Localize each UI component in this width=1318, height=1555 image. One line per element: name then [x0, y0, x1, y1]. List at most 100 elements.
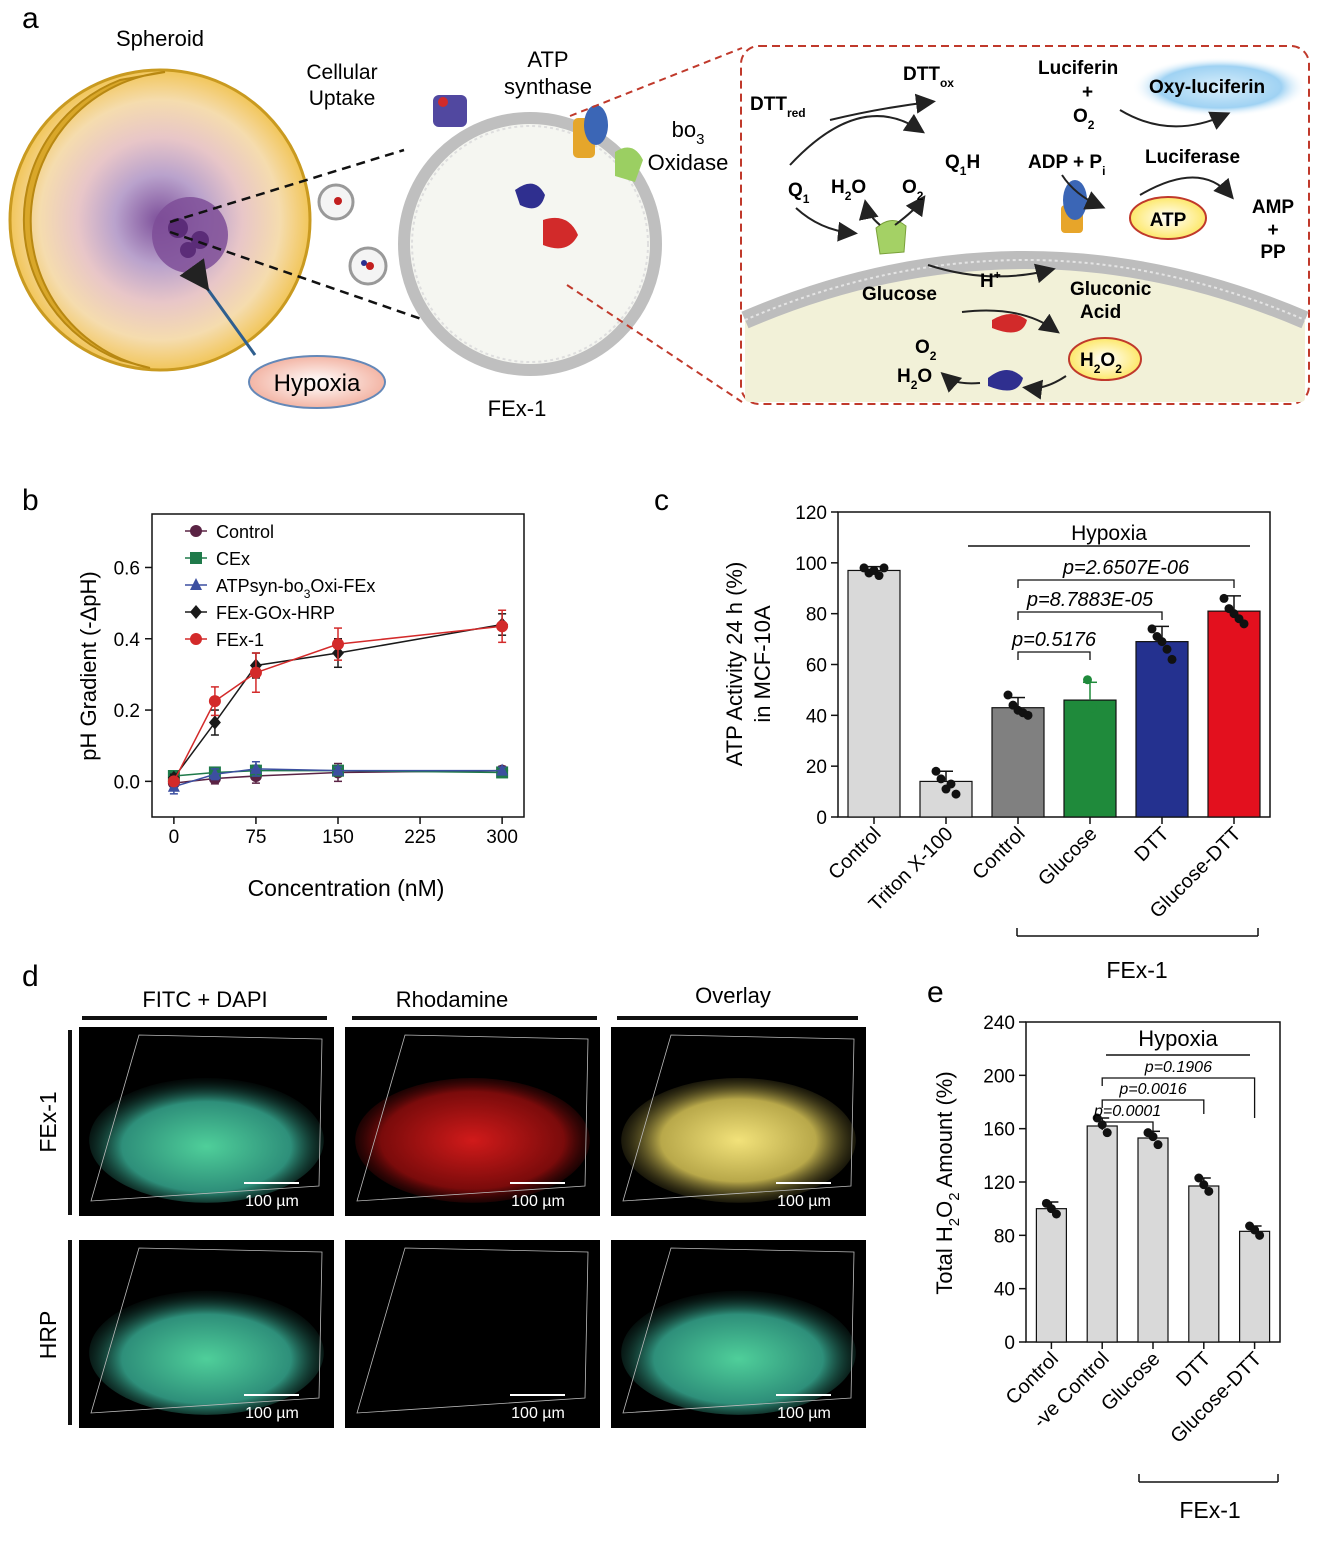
y-tick-label: 160 — [983, 1120, 1015, 1141]
data-point — [249, 761, 262, 774]
chart-c-group-label: FEx-1 — [1106, 957, 1167, 983]
atp-synthase-label-1: ATP — [527, 47, 568, 72]
bar — [847, 569, 901, 818]
col-header-fitc: FITC + DAPI — [142, 987, 267, 1012]
replicate-point — [1239, 619, 1249, 629]
data-point — [496, 620, 509, 633]
replicate-point — [1157, 637, 1167, 647]
replicate-point — [1204, 1186, 1214, 1196]
data-point — [332, 763, 344, 776]
scale-bar-label: 100 µm — [245, 1405, 299, 1422]
bar — [1238, 1230, 1271, 1343]
replicate-point — [936, 774, 946, 784]
data-point — [332, 638, 344, 651]
dtt-red-label: DTTred — [750, 94, 806, 120]
cell-mass — [621, 1290, 856, 1415]
significance-bracket — [1101, 1077, 1256, 1118]
p-value-label: p=8.7883E-05 — [1026, 589, 1154, 611]
bar — [1035, 1208, 1068, 1343]
h2o-lower-label: H2O — [897, 366, 932, 392]
chart-c-ylabel-2: in MCF-10A — [750, 605, 775, 723]
x-tick-label: 0 — [169, 827, 180, 848]
acid-label: Acid — [1080, 302, 1121, 323]
fex1-vesicle — [398, 95, 662, 376]
cellular-uptake-label-2: Uptake — [309, 87, 376, 110]
bar — [1135, 641, 1189, 818]
cell-mass — [89, 1078, 324, 1203]
hypoxia-label: Hypoxia — [274, 370, 361, 397]
y-tick-label: 0 — [1004, 1333, 1015, 1354]
volume-bounding-box — [356, 1247, 589, 1414]
plus2-label: + — [1267, 220, 1278, 241]
chart-e-ylabel: Total H2O2 Amount (%) — [932, 1071, 963, 1294]
panel-label-e: e — [927, 976, 944, 1009]
cell-mass — [89, 1290, 324, 1415]
volume-bounding-box — [90, 1034, 323, 1202]
cell-mass — [355, 1078, 590, 1203]
y-tick-label: 40 — [994, 1280, 1015, 1301]
hypoxia-arrow — [179, 258, 257, 356]
bo3-label-2: Oxidase — [648, 150, 729, 175]
legend-marker — [190, 552, 202, 564]
mechanism-inset — [740, 45, 1310, 405]
chart-e-group-label: FEx-1 — [1179, 1497, 1240, 1523]
mechanism-labels: DTTred DTTox Q1 Q1H H2O O2 Luciferin + O… — [750, 58, 1294, 392]
chart-b-xlabel: Concentration (nM) — [248, 875, 445, 901]
bar — [1188, 1185, 1220, 1343]
significance-bracket — [1017, 651, 1091, 660]
volume-bounding-box — [356, 1034, 589, 1202]
cell-mass — [621, 1078, 856, 1203]
replicate-point — [1102, 1128, 1112, 1138]
bar — [991, 707, 1045, 818]
h2o2-label: H2O2 — [1080, 350, 1122, 376]
x-tick-label: 75 — [245, 827, 266, 848]
luciferin-label: Luciferin — [1038, 58, 1118, 79]
zoom-line-bottom — [169, 230, 431, 324]
volume-bounding-box — [622, 1247, 855, 1414]
panel-label-a: a — [22, 2, 39, 35]
amp-label: AMP — [1252, 197, 1295, 218]
spheroid-illustration — [8, 68, 312, 372]
col-header-rhodamine: Rhodamine — [396, 987, 509, 1012]
significance-bracket — [1017, 579, 1235, 588]
panel-label-c: c — [654, 484, 669, 517]
bar — [1086, 1125, 1118, 1343]
replicate-point — [1023, 710, 1033, 720]
panel-b: b 0 75 150 225 300 0.0 0.2 0.4 0.6 Control CEx ATP… — [22, 484, 525, 901]
y-tick-label: 60 — [806, 656, 827, 677]
legend-marker — [190, 633, 202, 645]
replicate-point — [1162, 644, 1172, 654]
x-tick-label: Control — [824, 823, 885, 884]
y-tick-label: 240 — [983, 1013, 1015, 1034]
h2o-label: H2O — [831, 177, 866, 203]
data-point — [208, 767, 221, 780]
luciferase-label: Luciferase — [1145, 147, 1240, 168]
bar — [1063, 699, 1117, 818]
x-tick-label: 300 — [486, 827, 518, 848]
o2-label: O2 — [902, 177, 924, 203]
y-tick-label: 0.2 — [114, 701, 140, 722]
microscopy-grid: 100 µm 100 µm 100 µm 100 µm 100 µm 100 µm — [79, 1027, 866, 1428]
chart-c-frame — [837, 511, 1271, 818]
significance-bracket — [1101, 1099, 1205, 1114]
chart-c-significance: Hypoxia p=2.6507E-06 p=8.7883E-05 p=0.5176 — [968, 522, 1250, 660]
legend-label: ATPsyn-bo3Oxi-FEx — [216, 576, 375, 601]
scale-bar-label: 100 µm — [777, 1193, 831, 1210]
o2-lower-label: O2 — [915, 337, 937, 363]
pp-label: PP — [1260, 242, 1286, 263]
hypoxia-label: Hypoxia — [1071, 522, 1147, 545]
hypoxia-bubble — [248, 355, 386, 409]
panel-a: a Spheroid Cellular Uptake Hypoxia — [8, 2, 1310, 421]
data-point — [208, 715, 221, 730]
fex1-label: FEx-1 — [488, 396, 547, 421]
x-tick-label: DTT — [1172, 1348, 1215, 1391]
replicate-point — [931, 766, 941, 776]
bar — [1137, 1137, 1169, 1343]
inset-line-top — [569, 47, 743, 117]
q1-label: Q1 — [788, 180, 810, 206]
data-point — [167, 775, 180, 788]
replicate-point — [1153, 1140, 1163, 1150]
gluconic-label: Gluconic — [1070, 279, 1152, 300]
